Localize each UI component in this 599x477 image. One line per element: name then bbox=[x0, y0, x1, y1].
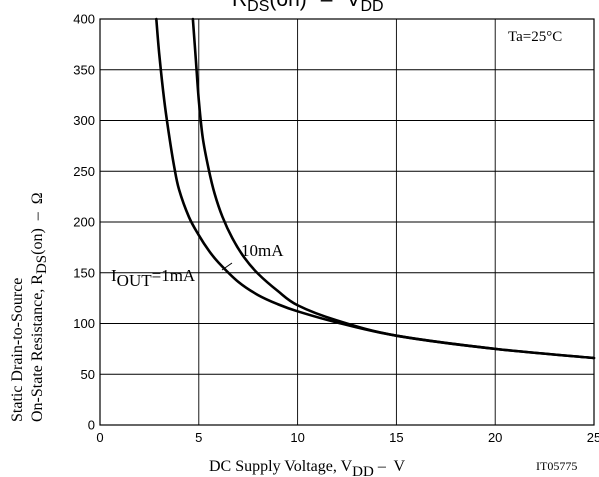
x-axis-label-after: – V bbox=[374, 458, 406, 475]
y-tick-label: 100 bbox=[73, 316, 95, 331]
y-tick-label: 350 bbox=[73, 62, 95, 77]
x-tick-label: 5 bbox=[195, 430, 202, 445]
title-sep: – bbox=[321, 0, 333, 11]
series-line-10ma bbox=[191, 17, 596, 360]
y-tick-label: 200 bbox=[73, 215, 95, 230]
series-label-1ma-main: I bbox=[111, 266, 117, 285]
condition-label: Ta=25°C bbox=[508, 29, 562, 45]
plot-frame bbox=[99, 18, 595, 426]
x-axis-label-main: DC Supply Voltage, V bbox=[209, 458, 353, 475]
y-tick-labels: 0 50 100 150 200 250 300 350 400 bbox=[73, 12, 95, 433]
x-tick-label: 0 bbox=[96, 430, 103, 445]
y-tick-label: 250 bbox=[73, 164, 95, 179]
curve-layer bbox=[155, 17, 596, 360]
y-tick-label: 0 bbox=[88, 418, 95, 433]
chart-title: RDS(on) – VDD bbox=[232, 0, 384, 15]
x-tick-label: 15 bbox=[389, 430, 403, 445]
title-v: V bbox=[346, 0, 360, 11]
title-r: R bbox=[232, 0, 247, 11]
x-tick-label: 20 bbox=[488, 430, 502, 445]
y-tick-label: 150 bbox=[73, 265, 95, 280]
title-v-sub: DD bbox=[360, 0, 383, 15]
series-label-10ma: 10mA bbox=[241, 241, 284, 260]
y-axis-label-line2-after: (on) – Ω bbox=[29, 192, 46, 255]
x-tick-label: 25 bbox=[587, 430, 599, 445]
series-label-1ma-sub: OUT bbox=[117, 271, 153, 290]
y-axis-label-line2-sub: DS bbox=[34, 255, 50, 274]
title-r-sub: DS bbox=[247, 0, 269, 15]
figure-code: IT05775 bbox=[536, 459, 577, 473]
series-label-1ma-after: =1mA bbox=[152, 266, 196, 285]
y-tick-label: 50 bbox=[81, 367, 95, 382]
y-axis-label-line2: On-State Resistance, RDS(on) – Ω bbox=[29, 192, 50, 422]
grid-layer bbox=[100, 19, 594, 425]
x-tick-labels: 0 5 10 15 20 25 bbox=[96, 430, 599, 445]
y-axis-label: Static Drain-to-Source On-State Resistan… bbox=[9, 192, 50, 422]
y-tick-label: 400 bbox=[73, 12, 95, 27]
y-axis-label-line1: Static Drain-to-Source bbox=[9, 278, 26, 422]
x-axis-label-sub: DD bbox=[352, 464, 374, 477]
x-axis-label: DC Supply Voltage, VDD – V bbox=[209, 458, 406, 477]
y-axis-label-line2-main: On-State Resistance, R bbox=[29, 274, 46, 422]
y-tick-label: 300 bbox=[73, 113, 95, 128]
label-leader-line bbox=[221, 262, 233, 271]
x-tick-label: 10 bbox=[290, 430, 304, 445]
series-label-1ma: IOUT=1mA bbox=[111, 266, 196, 290]
title-r-after: (on) bbox=[269, 0, 306, 11]
